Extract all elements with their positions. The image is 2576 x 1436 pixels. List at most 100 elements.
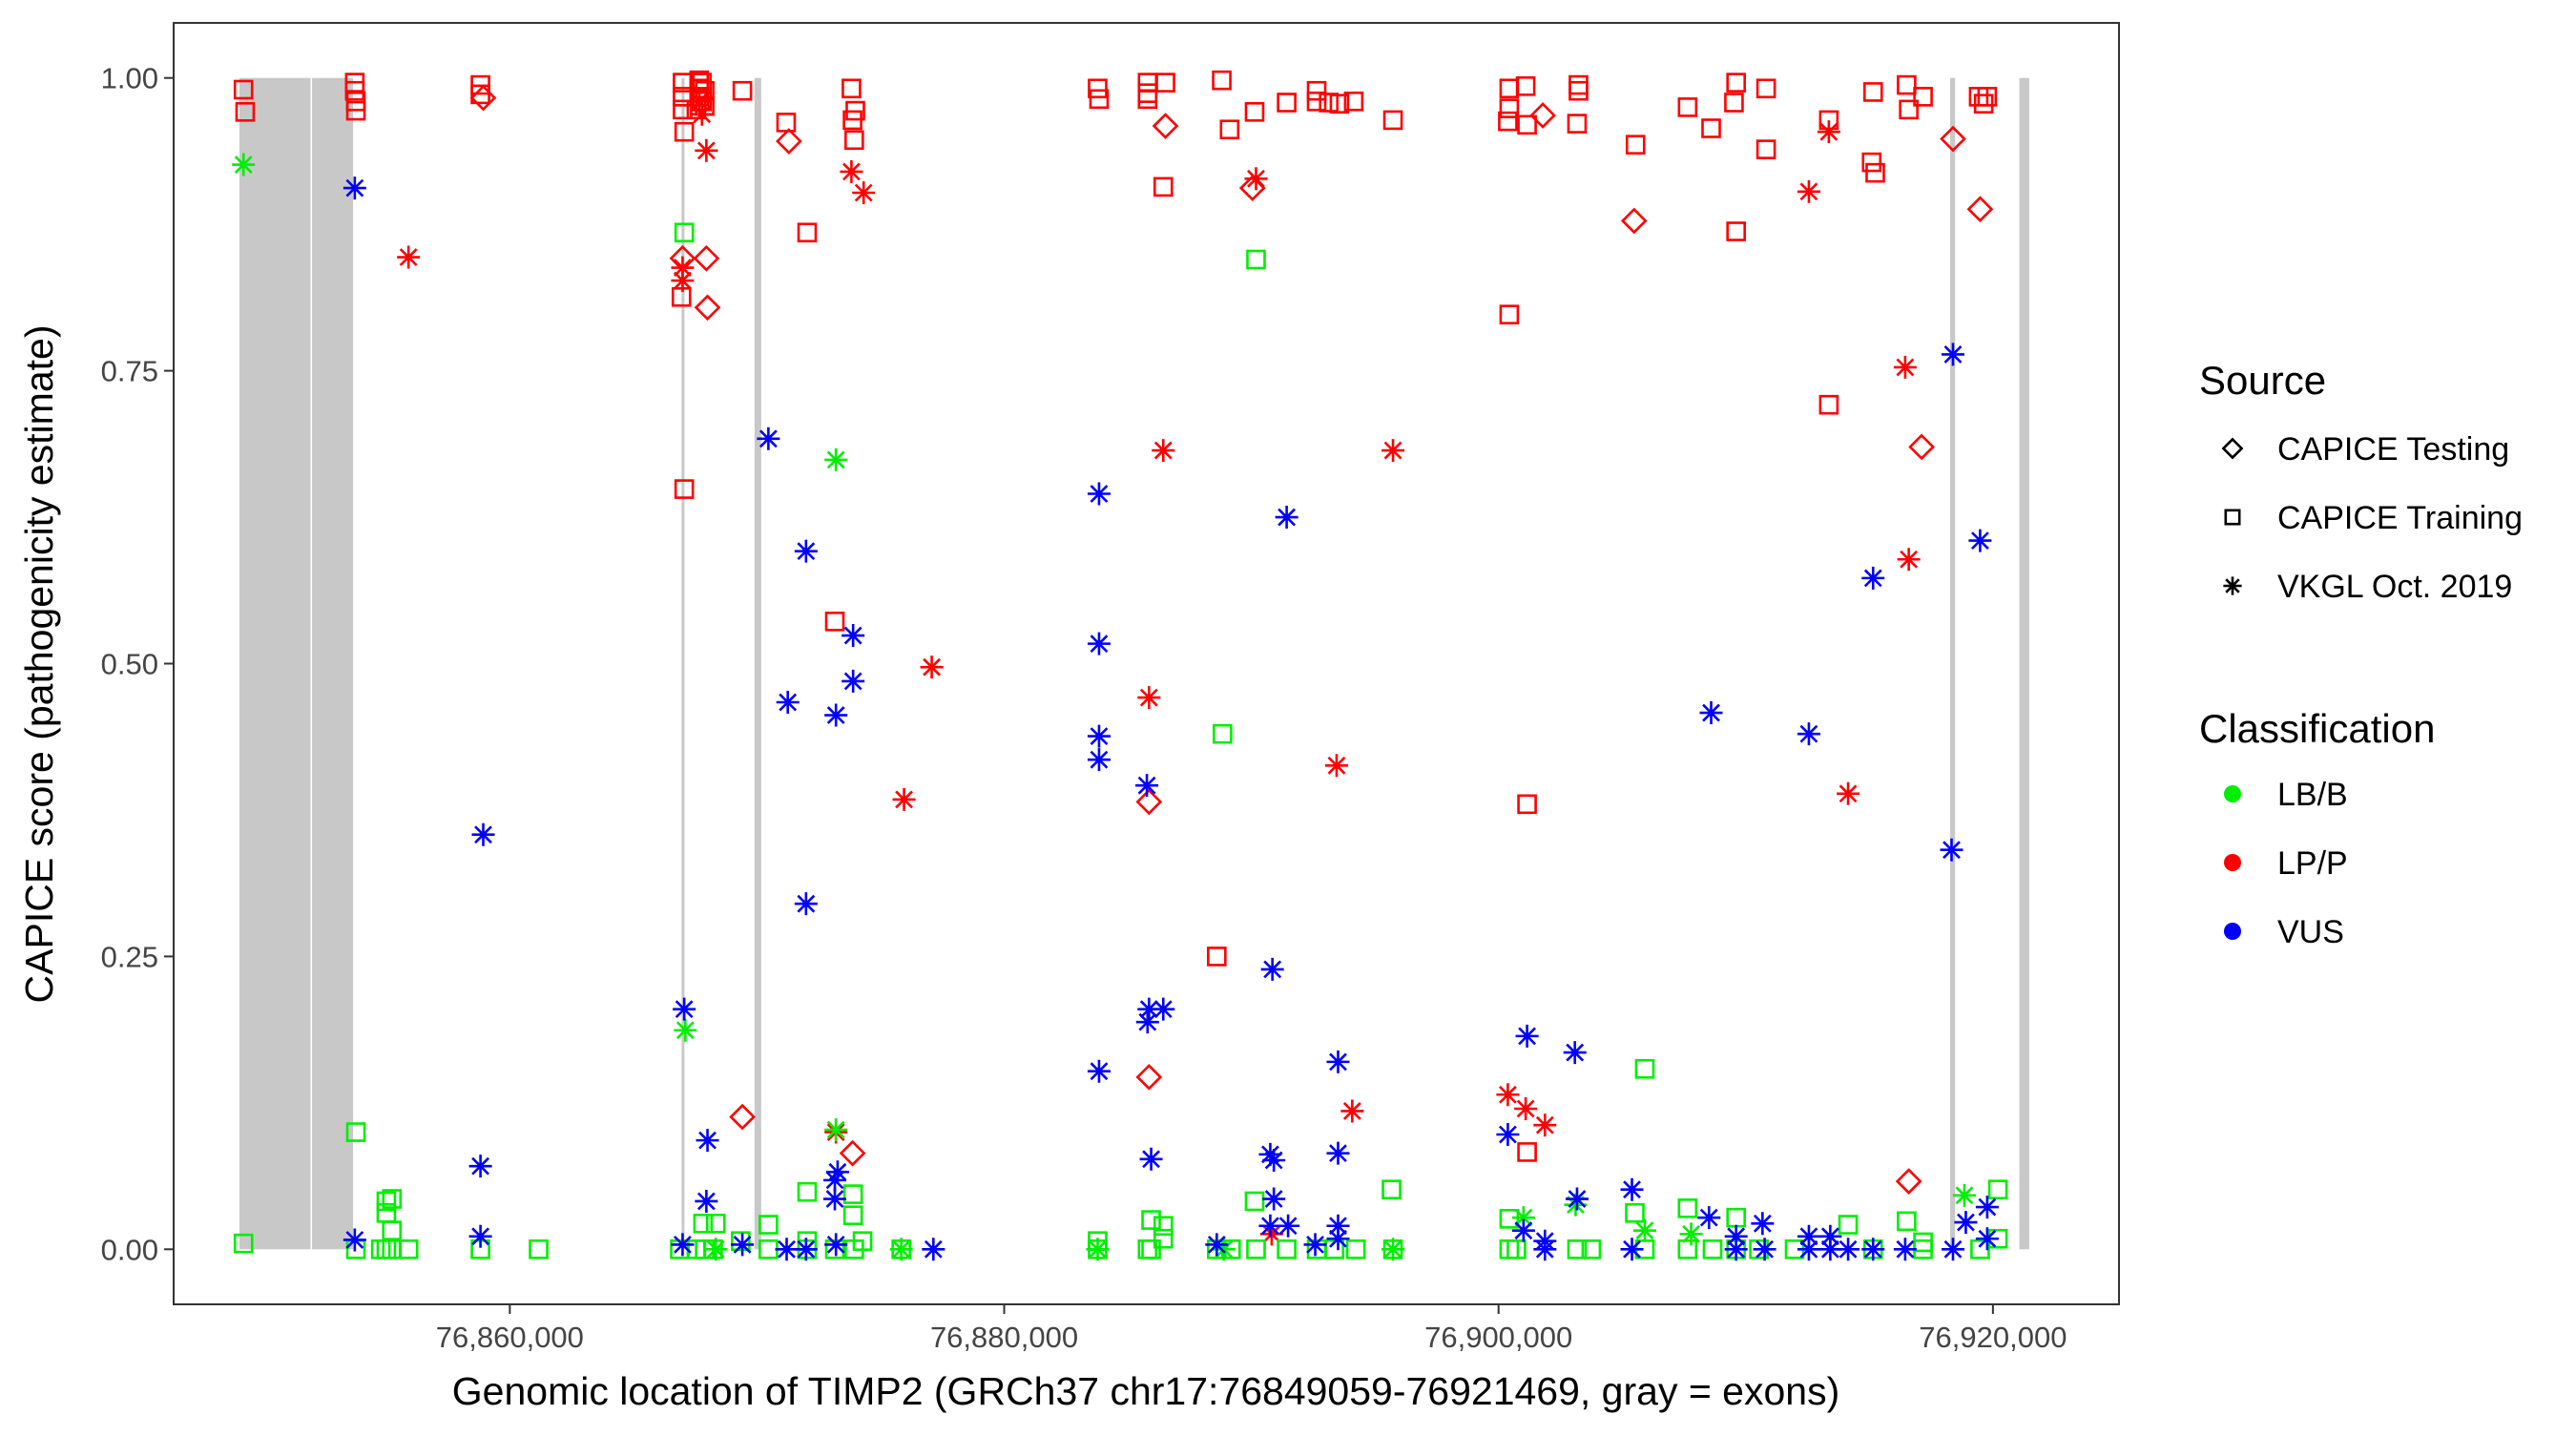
data-point-asterisk [1797,1238,1820,1261]
legend-class-label: VUS [2277,914,2344,950]
data-point-square [1499,98,1520,118]
data-point-square [398,1239,419,1259]
data-point-asterisk [1139,1147,1163,1171]
data-point-square [382,1189,403,1209]
data-point-square [1897,74,1917,95]
data-point-diamond [1152,113,1179,139]
data-point-asterisk [1975,1227,1999,1251]
data-point-asterisk [1893,355,1917,379]
data-point-square [1897,1211,1917,1232]
data-point-asterisk [1087,724,1111,748]
data-point-square [1861,152,1882,173]
data-point-asterisk [1753,1238,1776,1261]
exon-band [754,77,761,1250]
data-point-asterisk [1818,1238,1842,1261]
data-point-diamond [1620,207,1648,235]
x-axis-label: Genomic location of TIMP2 (GRCh37 chr17:… [452,1369,1839,1413]
data-point-diamond [1895,1168,1922,1195]
data-point-asterisk [1135,774,1159,798]
exon-band [2019,77,2029,1250]
legend-class-label: LB/B [2277,777,2348,813]
x-tick-label: 76,920,000 [1919,1321,2067,1354]
data-point-asterisk [468,1155,492,1178]
legend-square-icon [2224,509,2241,526]
data-point-square [233,79,254,100]
data-point-square [1973,94,1994,114]
data-point-square [1244,101,1265,122]
exon-band [312,77,354,1250]
data-point-square [674,479,695,499]
y-tick-label: 0.50 [101,648,158,681]
data-point-square [1865,162,1885,183]
data-point-diamond [729,1103,756,1131]
data-point-asterisk [1152,997,1175,1021]
data-point-asterisk [1940,838,1963,862]
data-point-asterisk [674,1018,697,1042]
data-point-asterisk [824,703,848,727]
data-point-asterisk [1086,1238,1110,1261]
data-point-asterisk [1152,439,1175,463]
data-point-square [693,1213,714,1234]
data-point-diamond [1135,788,1163,816]
data-point-square [841,78,862,99]
x-tick-label: 76,860,000 [436,1321,584,1354]
legend-classification-title: Classification [2199,706,2435,751]
exon-band [681,77,685,1250]
data-point-square [1246,1239,1266,1259]
data-point-asterisk [892,787,916,811]
data-point-asterisk [824,1118,848,1142]
data-point-asterisk [794,892,818,916]
data-point-square [1244,1191,1265,1212]
data-point-asterisk [1564,1193,1588,1217]
data-point-square [1515,75,1536,96]
y-tick-label: 0.00 [101,1233,158,1266]
data-point-diamond [469,84,497,112]
data-point-asterisk [1340,1099,1364,1123]
data-point-square [1155,73,1175,93]
data-point-square [1306,80,1327,101]
data-point-square [382,1220,403,1240]
data-point-asterisk [397,245,421,269]
data-point-asterisk [1942,1238,1964,1261]
data-point-asterisk [1861,1238,1885,1261]
data-point-square [732,80,753,101]
data-point-asterisk [1511,1206,1535,1230]
data-point-asterisk [1277,1214,1300,1238]
data-point-asterisk [757,427,780,450]
data-point-asterisk [824,447,848,471]
data-point-asterisk [1087,1059,1111,1083]
data-point-square [1677,1198,1698,1218]
data-point-square [1381,1179,1402,1199]
data-points [232,70,2008,1261]
data-point-square [844,1239,864,1259]
data-point-asterisk [841,624,865,648]
legend-source-label: CAPICE Training [2277,500,2523,536]
data-point-asterisk [1259,1222,1283,1246]
x-tick-label: 76,900,000 [1424,1321,1572,1354]
data-point-asterisk [824,1233,848,1257]
legend-source-label: CAPICE Testing [2277,431,2509,468]
data-point-square [1141,1239,1161,1259]
data-point-asterisk [1837,1238,1860,1261]
data-point-square [1207,947,1227,967]
data-point-square [1726,221,1746,241]
data-point-square [235,101,256,122]
legend-diamond-icon [2221,437,2244,460]
data-point-asterisk [1324,754,1348,778]
data-point-asterisk [1511,1218,1535,1242]
data-point-asterisk [695,138,718,162]
data-point-asterisk [343,177,366,200]
data-point-asterisk [1533,1113,1557,1137]
data-point-square [1246,249,1266,270]
data-point-asterisk [1326,1050,1350,1073]
data-point-diamond [776,128,802,155]
data-point-square [1498,111,1518,132]
data-point-asterisk [671,256,695,280]
data-point-diamond [694,294,721,322]
data-point-asterisk [1620,1238,1644,1261]
data-point-asterisk [1533,1238,1557,1261]
data-point-square [1277,1239,1297,1259]
data-point-diamond [1135,1064,1163,1091]
data-point-asterisk [841,669,865,693]
data-point-square [842,1184,863,1204]
